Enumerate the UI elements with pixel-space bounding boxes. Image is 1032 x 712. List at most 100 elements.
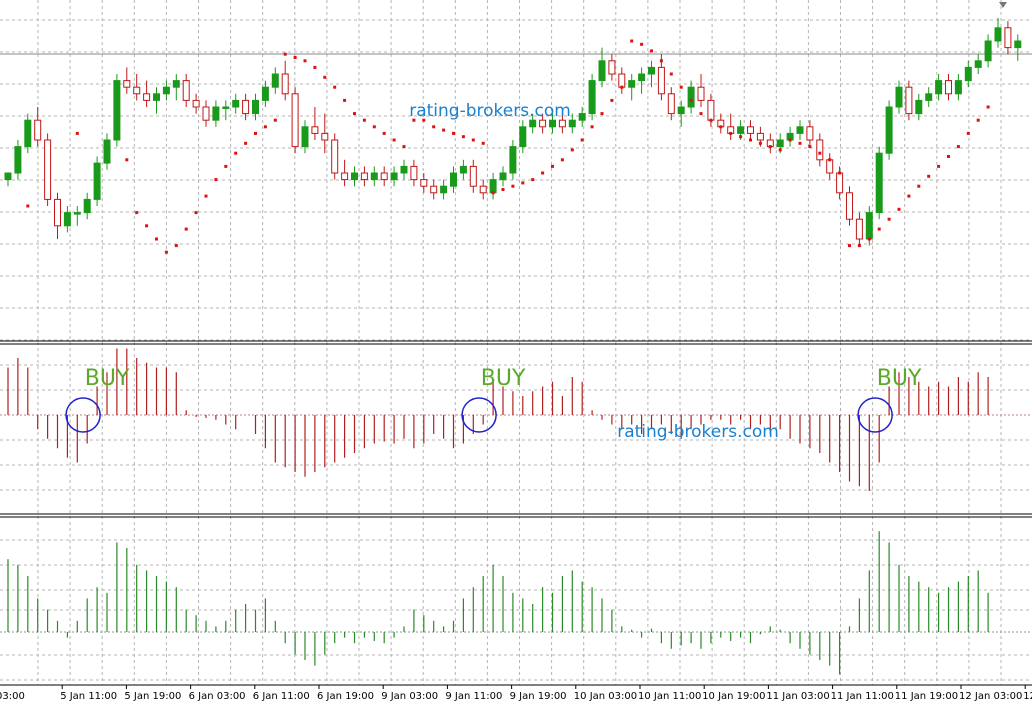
candle[interactable] <box>440 179 448 200</box>
candle[interactable] <box>994 17 1002 48</box>
candle[interactable] <box>628 74 636 101</box>
candle[interactable] <box>430 179 438 200</box>
candle[interactable] <box>54 192 61 239</box>
candle[interactable] <box>687 80 695 114</box>
candle[interactable] <box>667 87 675 121</box>
candle[interactable] <box>539 113 547 134</box>
time-axis-tick-label: 03:00 <box>0 691 25 702</box>
candle[interactable] <box>212 100 220 127</box>
candle[interactable] <box>459 159 467 180</box>
candle[interactable] <box>73 206 81 226</box>
candle[interactable] <box>301 120 309 154</box>
candle[interactable] <box>806 120 814 147</box>
candle[interactable] <box>450 166 457 193</box>
candle[interactable] <box>895 80 903 114</box>
candle[interactable] <box>113 74 121 147</box>
candle[interactable] <box>954 74 962 101</box>
candle[interactable] <box>14 140 22 180</box>
candle[interactable] <box>252 93 259 121</box>
candle[interactable] <box>925 87 933 107</box>
oscillator-green-panel[interactable] <box>0 531 1032 675</box>
candle[interactable] <box>964 60 972 88</box>
candle[interactable] <box>608 54 616 81</box>
candle[interactable] <box>133 74 141 101</box>
candle[interactable] <box>816 133 824 167</box>
candle-body <box>410 165 418 181</box>
candle[interactable] <box>192 93 200 114</box>
candle[interactable] <box>34 107 42 147</box>
candle[interactable] <box>677 100 685 127</box>
candle[interactable] <box>351 166 358 187</box>
candle[interactable] <box>648 60 655 88</box>
candle[interactable] <box>4 172 12 187</box>
oscillator-red-panel[interactable] <box>0 348 1032 492</box>
candle[interactable] <box>915 93 923 121</box>
candle[interactable] <box>509 140 517 180</box>
candle[interactable] <box>360 166 368 187</box>
candle[interactable] <box>935 74 943 101</box>
candle-body <box>103 139 111 164</box>
candle-body <box>984 40 992 62</box>
candle[interactable] <box>974 54 982 74</box>
candle[interactable] <box>370 166 378 187</box>
candle[interactable] <box>202 100 210 127</box>
candle[interactable] <box>984 34 992 68</box>
candle[interactable] <box>905 80 913 121</box>
candle[interactable] <box>103 133 111 170</box>
candle[interactable] <box>549 113 556 134</box>
candle[interactable] <box>242 93 250 121</box>
candle[interactable] <box>796 120 804 140</box>
candle[interactable] <box>420 173 428 193</box>
candle[interactable] <box>519 120 527 154</box>
candle[interactable] <box>222 100 230 121</box>
candle[interactable] <box>945 74 952 101</box>
candle[interactable] <box>390 166 398 187</box>
candle[interactable] <box>311 107 319 140</box>
candle[interactable] <box>321 113 329 154</box>
candle[interactable] <box>172 74 180 101</box>
candle[interactable] <box>588 74 596 121</box>
candle[interactable] <box>380 166 388 187</box>
candle[interactable] <box>1014 34 1022 61</box>
candle[interactable] <box>747 120 754 140</box>
candle[interactable] <box>469 159 477 193</box>
price-panel[interactable] <box>4 17 1022 246</box>
candle[interactable] <box>598 47 606 88</box>
candle[interactable] <box>271 67 279 94</box>
candle[interactable] <box>568 113 576 134</box>
candle[interactable] <box>162 80 170 101</box>
candle[interactable] <box>24 113 32 154</box>
scroll-marker-icon[interactable] <box>999 2 1007 8</box>
candle[interactable] <box>499 166 507 187</box>
candle[interactable] <box>44 133 52 206</box>
candle-body <box>341 172 349 181</box>
candle[interactable] <box>63 206 71 233</box>
candle[interactable] <box>341 159 349 187</box>
candle[interactable] <box>153 87 160 114</box>
candle[interactable] <box>875 146 883 220</box>
candle[interactable] <box>143 80 151 107</box>
candle[interactable] <box>558 113 566 134</box>
candle[interactable] <box>410 159 418 187</box>
candle[interactable] <box>182 74 190 107</box>
candle[interactable] <box>529 113 537 134</box>
candle[interactable] <box>578 107 586 127</box>
candle[interactable] <box>93 156 101 207</box>
candle[interactable] <box>697 74 705 107</box>
candle[interactable] <box>281 60 289 101</box>
candle[interactable] <box>291 87 299 154</box>
candle[interactable] <box>855 212 863 246</box>
candle[interactable] <box>885 100 893 160</box>
candle[interactable] <box>846 186 853 226</box>
candle[interactable] <box>331 133 339 180</box>
candle[interactable] <box>83 192 91 220</box>
sar-dot <box>184 227 188 231</box>
candle[interactable] <box>261 80 269 107</box>
candle[interactable] <box>400 159 408 180</box>
candle[interactable] <box>479 179 487 200</box>
candle[interactable] <box>1004 21 1012 55</box>
candle[interactable] <box>232 93 240 114</box>
candle[interactable] <box>638 67 646 94</box>
candle[interactable] <box>123 67 131 94</box>
